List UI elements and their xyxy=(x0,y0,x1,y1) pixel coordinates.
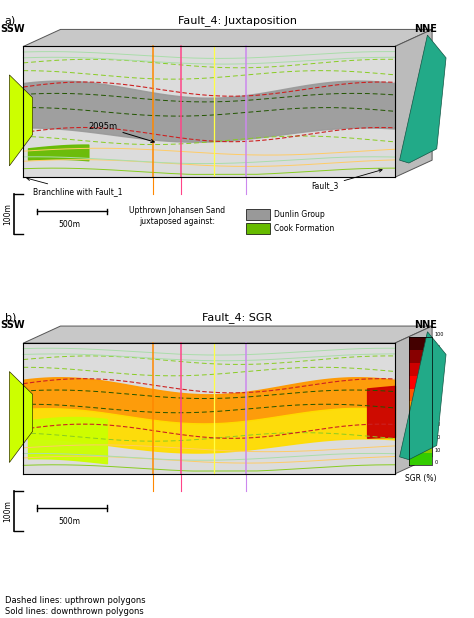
Text: 80: 80 xyxy=(434,358,441,363)
Text: 500m: 500m xyxy=(59,517,81,525)
Polygon shape xyxy=(395,326,432,474)
Bar xyxy=(409,452,432,465)
Polygon shape xyxy=(400,332,446,460)
Text: SGR (%): SGR (%) xyxy=(405,474,436,483)
Text: 60: 60 xyxy=(434,384,441,389)
Bar xyxy=(409,376,432,389)
Text: Branchline with Fault_1: Branchline with Fault_1 xyxy=(27,177,122,197)
Text: Upthrown Johansen Sand: Upthrown Johansen Sand xyxy=(128,206,225,214)
Polygon shape xyxy=(9,75,33,166)
Text: Sold lines: downthrown polygons: Sold lines: downthrown polygons xyxy=(5,607,144,616)
Polygon shape xyxy=(400,35,446,163)
Text: Cook Formation: Cook Formation xyxy=(274,224,335,233)
Polygon shape xyxy=(9,371,33,462)
Text: 2095m: 2095m xyxy=(88,122,155,143)
Text: 100m: 100m xyxy=(3,203,12,225)
Text: SSW: SSW xyxy=(0,23,25,34)
Bar xyxy=(246,208,270,220)
Bar xyxy=(409,337,432,350)
Text: Fault_4: SGR: Fault_4: SGR xyxy=(202,312,272,323)
Polygon shape xyxy=(23,30,432,46)
Text: NNE: NNE xyxy=(414,23,437,34)
Text: 0: 0 xyxy=(434,460,438,465)
Polygon shape xyxy=(23,343,395,474)
Text: 30: 30 xyxy=(434,422,441,427)
Text: 50: 50 xyxy=(434,396,441,402)
Text: NNE: NNE xyxy=(414,320,437,331)
Text: 90: 90 xyxy=(434,345,440,350)
Bar xyxy=(409,350,432,363)
Text: Fault_3: Fault_3 xyxy=(311,169,382,190)
Polygon shape xyxy=(395,30,432,177)
Text: 500m: 500m xyxy=(59,220,81,229)
Bar xyxy=(409,363,432,376)
Text: 100m: 100m xyxy=(3,500,12,522)
Bar xyxy=(409,414,432,427)
Bar xyxy=(246,222,270,234)
Text: 10: 10 xyxy=(434,447,441,452)
Polygon shape xyxy=(23,326,432,343)
Bar xyxy=(409,440,432,452)
Text: Dashed lines: upthrown polygons: Dashed lines: upthrown polygons xyxy=(5,596,146,606)
Polygon shape xyxy=(23,46,395,177)
Text: 40: 40 xyxy=(434,409,441,414)
Text: 100: 100 xyxy=(434,332,444,337)
Text: SSW: SSW xyxy=(0,320,25,331)
Text: b): b) xyxy=(5,312,16,322)
Text: a): a) xyxy=(5,15,16,25)
Bar xyxy=(409,402,432,414)
Text: 70: 70 xyxy=(434,371,441,376)
Text: 20: 20 xyxy=(434,435,441,440)
Text: Dunlin Group: Dunlin Group xyxy=(274,210,325,219)
Bar xyxy=(409,427,432,440)
Text: juxtaposed against:: juxtaposed against: xyxy=(138,217,215,226)
Bar xyxy=(409,389,432,402)
Text: Fault_4: Juxtaposition: Fault_4: Juxtaposition xyxy=(177,15,297,27)
